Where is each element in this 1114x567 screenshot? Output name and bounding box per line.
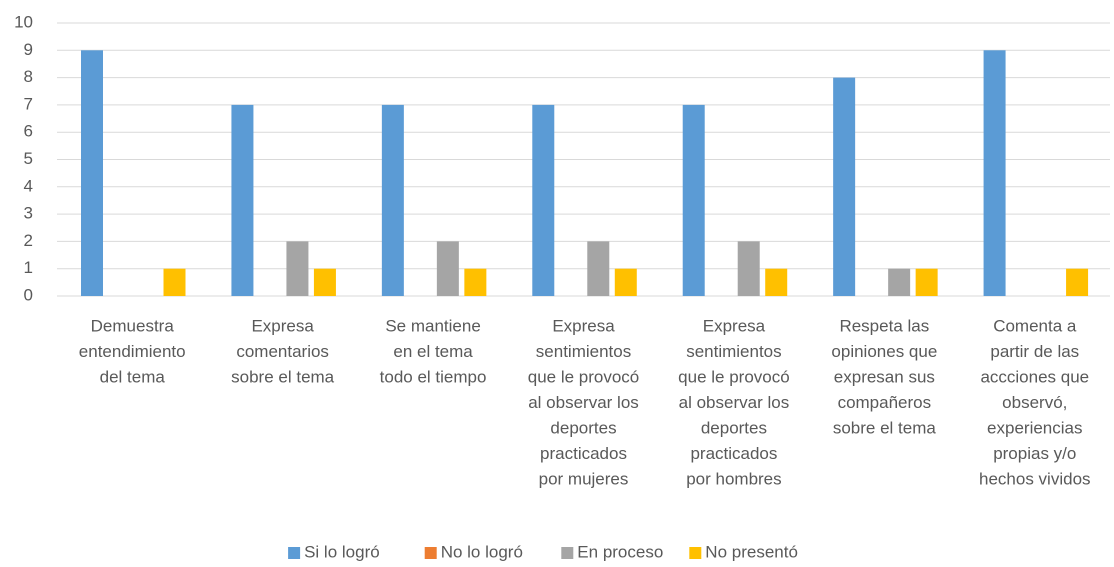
bar — [163, 268, 186, 296]
bar — [737, 241, 760, 296]
x-tick-label: Respeta las — [839, 316, 929, 335]
x-tick-label: hechos vividos — [979, 469, 1091, 488]
x-tick-label: practicados — [690, 444, 777, 463]
legend-label: No lo logró — [441, 542, 523, 561]
legend-label: En proceso — [577, 542, 663, 561]
x-tick-label: todo el tiempo — [380, 367, 487, 386]
bar — [231, 104, 254, 297]
x-tick-label: por hombres — [686, 469, 781, 488]
x-tick-label: propias y/o — [993, 444, 1076, 463]
legend-swatch — [288, 547, 301, 559]
y-tick-label: 6 — [24, 122, 33, 141]
x-tick-label: observó, — [1002, 393, 1067, 412]
x-tick-label: comentarios — [236, 342, 329, 361]
x-tick-label: expresan sus — [834, 367, 935, 386]
legend-swatch — [689, 547, 702, 559]
x-tick-label: partir de las — [990, 342, 1079, 361]
x-tick-label: entendimiento — [79, 342, 186, 361]
x-tick-label: sobre el tema — [833, 418, 937, 437]
bar — [765, 268, 788, 296]
x-tick-label: Expresa — [552, 316, 615, 335]
bar — [888, 268, 911, 296]
y-tick-label: 1 — [24, 258, 33, 277]
y-tick-label: 5 — [24, 149, 33, 168]
x-tick-label: del tema — [100, 367, 166, 386]
bar — [983, 50, 1006, 296]
bar — [833, 77, 856, 296]
y-tick-label: 10 — [14, 12, 33, 31]
bar — [286, 241, 309, 296]
legend-label: Si lo logró — [304, 542, 380, 561]
y-tick-label: 9 — [24, 40, 33, 59]
x-tick-label: al observar los — [528, 393, 639, 412]
x-tick-label: Se mantiene — [385, 316, 480, 335]
y-tick-label: 0 — [24, 285, 33, 304]
y-tick-label: 8 — [24, 67, 33, 86]
x-tick-label: que le provocó — [528, 367, 640, 386]
bar — [464, 268, 487, 296]
legend-swatch — [424, 547, 437, 559]
x-tick-label: compañeros — [838, 393, 932, 412]
x-tick-label: sentimientos — [536, 342, 631, 361]
x-tick-label: opiniones que — [831, 342, 937, 361]
bar — [381, 104, 404, 297]
x-tick-label: sobre el tema — [231, 367, 335, 386]
x-tick-label: al observar los — [679, 393, 790, 412]
legend-swatch — [561, 547, 574, 559]
bar — [682, 104, 705, 297]
x-tick-label: Expresa — [251, 316, 314, 335]
x-tick-label: que le provocó — [678, 367, 790, 386]
y-tick-label: 2 — [24, 231, 33, 250]
bar — [313, 268, 336, 296]
x-tick-label: accciones que — [980, 367, 1089, 386]
x-tick-label: experiencias — [987, 418, 1082, 437]
y-tick-label: 7 — [24, 94, 33, 113]
x-tick-label: deportes — [701, 418, 767, 437]
y-tick-label: 3 — [24, 204, 33, 223]
x-tick-label: practicados — [540, 444, 627, 463]
bar — [1066, 268, 1089, 296]
bar — [532, 104, 555, 297]
bar — [436, 241, 459, 296]
x-tick-label: Comenta a — [993, 316, 1077, 335]
bar — [915, 268, 938, 296]
x-tick-label: sentimientos — [686, 342, 781, 361]
bar — [81, 50, 103, 296]
x-tick-label: deportes — [550, 418, 616, 437]
x-tick-label: Expresa — [703, 316, 766, 335]
x-tick-label: Demuestra — [91, 316, 175, 335]
bar — [614, 268, 637, 296]
bar — [587, 241, 610, 296]
x-tick-label: por mujeres — [539, 469, 629, 488]
x-tick-label: en el tema — [393, 342, 473, 361]
legend-label: No presentó — [705, 542, 798, 561]
y-tick-label: 4 — [24, 176, 33, 195]
